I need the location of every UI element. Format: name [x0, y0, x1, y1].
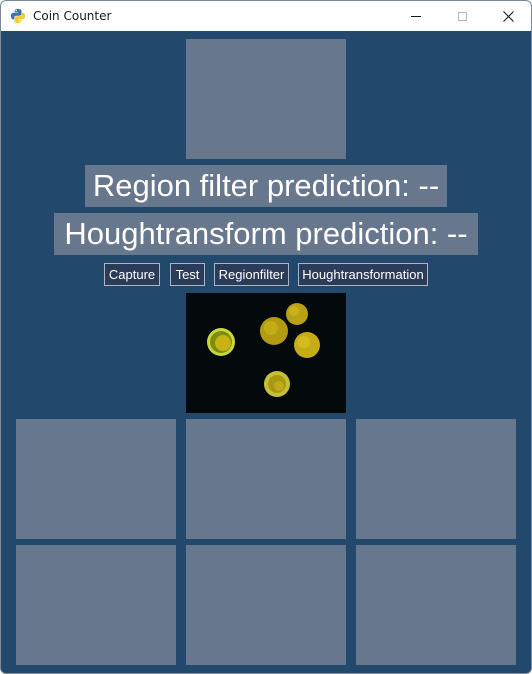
result-panel-4 — [16, 545, 176, 665]
maximize-icon — [457, 11, 467, 21]
result-panel-6 — [356, 545, 516, 665]
maximize-button[interactable] — [439, 1, 485, 31]
houghtransformation-button[interactable]: Houghtransformation — [298, 263, 428, 286]
result-panel-1 — [16, 419, 176, 539]
result-panel-2 — [186, 419, 346, 539]
houghtransform-prediction: Houghtransform prediction: -- — [54, 213, 478, 255]
regionfilter-button[interactable]: Regionfilter — [214, 263, 289, 286]
top-image-panel — [186, 39, 346, 159]
minimize-icon — [411, 15, 421, 17]
result-panel-3 — [356, 419, 516, 539]
close-icon — [502, 10, 514, 22]
title-bar[interactable]: Coin Counter — [1, 1, 531, 31]
close-button[interactable] — [485, 1, 531, 31]
python-icon — [11, 9, 25, 23]
test-button[interactable]: Test — [170, 263, 205, 286]
result-panel-5 — [186, 545, 346, 665]
camera-image — [186, 293, 346, 413]
capture-button[interactable]: Capture — [104, 263, 160, 286]
minimize-button[interactable] — [393, 1, 439, 31]
coins-photo — [186, 293, 346, 413]
region-filter-prediction: Region filter prediction: -- — [85, 165, 447, 207]
client-area: Region filter prediction: -- Houghtransf… — [1, 31, 531, 673]
window-title: Coin Counter — [33, 9, 112, 23]
